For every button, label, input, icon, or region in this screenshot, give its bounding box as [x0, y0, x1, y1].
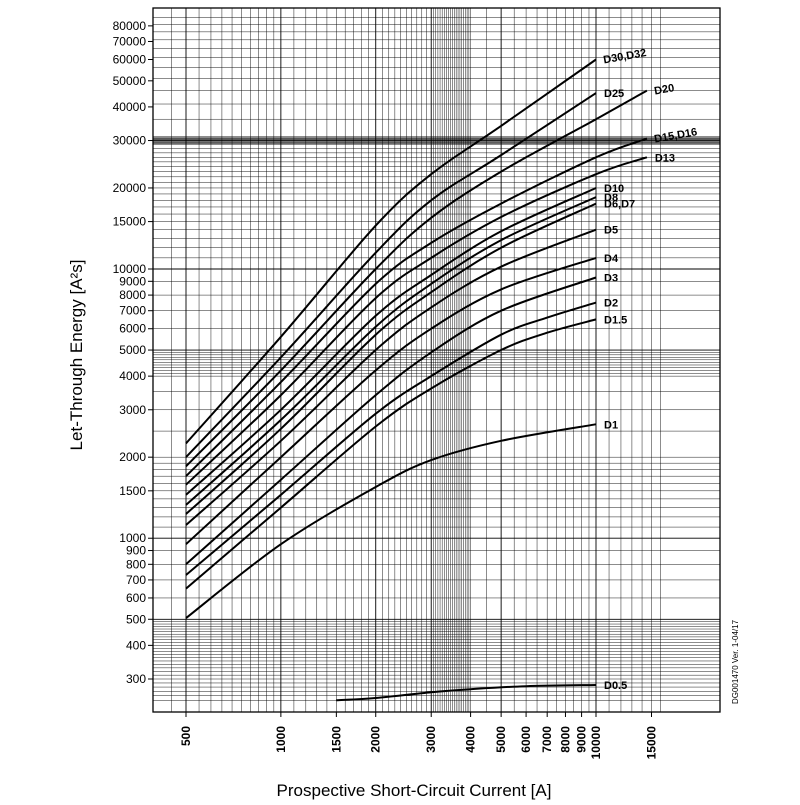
curve-d4 — [185, 256, 597, 545]
y-tick-label: 600 — [126, 591, 146, 605]
y-tick-label: 1500 — [119, 484, 146, 498]
x-tick-label: 10000 — [589, 726, 603, 760]
x-tick-label: 3000 — [424, 726, 438, 753]
curve-d10 — [185, 187, 597, 496]
y-tick-label: 15000 — [113, 215, 147, 229]
series-label-d1-5: D1.5 — [604, 314, 627, 326]
y-tick-label: 10000 — [113, 262, 147, 276]
curves — [185, 58, 648, 702]
grid — [153, 8, 720, 712]
x-tick-label: 15000 — [644, 726, 658, 760]
y-tick-label: 900 — [126, 544, 146, 558]
y-tick-label: 3000 — [119, 403, 146, 417]
curve-d2 — [185, 301, 597, 576]
y-tick-label: 60000 — [113, 53, 147, 67]
y-tick-label: 500 — [126, 612, 146, 626]
curve-d30-d32 — [185, 58, 597, 445]
curve-d20 — [185, 89, 648, 468]
y-tick-label: 20000 — [113, 181, 147, 195]
curve-d5 — [185, 228, 597, 526]
series-label-d0-5: D0.5 — [604, 680, 627, 692]
series-label-d4: D4 — [604, 253, 619, 265]
plot-border — [152, 7, 721, 713]
series-label-d1: D1 — [604, 419, 618, 431]
y-tick-label: 7000 — [119, 304, 146, 318]
curve-d0-5 — [336, 684, 597, 702]
curve-d13 — [185, 156, 648, 486]
x-tick-label: 8000 — [558, 726, 572, 753]
curve-d15-d16 — [185, 137, 648, 477]
y-tick-label: 5000 — [119, 343, 146, 357]
x-tick-label: 1500 — [329, 726, 343, 753]
plot-frame — [152, 7, 721, 713]
curve-d6-d7 — [185, 202, 597, 515]
series-label-d25: D25 — [604, 88, 624, 100]
x-tick-label: 7000 — [540, 726, 554, 753]
x-tick-label: 1000 — [274, 726, 288, 753]
x-tick-labels: 500 1000 1500 2000 3000 4000 5000 6000 7000 8000 9… — [179, 712, 658, 759]
y-tick-label: 700 — [126, 573, 146, 587]
y-tick-label: 1000 — [119, 531, 146, 545]
series-label-d13: D13 — [655, 152, 675, 164]
x-tick-label: 5000 — [494, 726, 508, 753]
curve-d1-5 — [185, 318, 597, 590]
x-tick-label: 4000 — [464, 726, 478, 753]
y-axis-title: Let-Through Energy [A²s] — [67, 260, 86, 451]
series-label-d6-d7: D6,D7 — [604, 199, 635, 211]
y-tick-label: 80000 — [113, 19, 147, 33]
y-tick-label: 400 — [126, 638, 146, 652]
x-tick-label: 9000 — [575, 726, 589, 753]
x-tick-label: 6000 — [519, 726, 533, 753]
x-tick-label: 2000 — [369, 726, 383, 753]
series-label-d20: D20 — [653, 82, 675, 97]
series-label-d8: D8 — [604, 192, 618, 204]
curve-d25 — [185, 92, 597, 458]
x-tick-label: 500 — [179, 726, 193, 746]
series-label-d2: D2 — [604, 298, 618, 310]
y-tick-label: 30000 — [113, 134, 147, 148]
y-tick-label: 50000 — [113, 74, 147, 88]
y-tick-label: 6000 — [119, 322, 146, 336]
y-tick-label: 2000 — [119, 450, 146, 464]
series-label-d10: D10 — [604, 183, 624, 195]
y-tick-label: 9000 — [119, 274, 146, 288]
y-tick-label: 300 — [126, 672, 146, 686]
curve-d3 — [185, 276, 597, 566]
series-label-d5: D5 — [604, 225, 618, 237]
curve-d8 — [185, 196, 597, 506]
series-label-d3: D3 — [604, 272, 618, 284]
y-tick-label: 70000 — [113, 34, 147, 48]
x-axis-title: Prospective Short-Circuit Current [A] — [277, 781, 552, 800]
y-tick-label: 8000 — [119, 288, 146, 302]
document-id: DG001470 Ver. 1-04/17 — [731, 619, 740, 704]
y-tick-label: 4000 — [119, 369, 146, 383]
curve-d1 — [185, 423, 597, 619]
series-label-d15-d16: D15,D16 — [653, 126, 698, 145]
y-tick-label: 40000 — [113, 100, 147, 114]
y-tick-label: 800 — [126, 557, 146, 571]
